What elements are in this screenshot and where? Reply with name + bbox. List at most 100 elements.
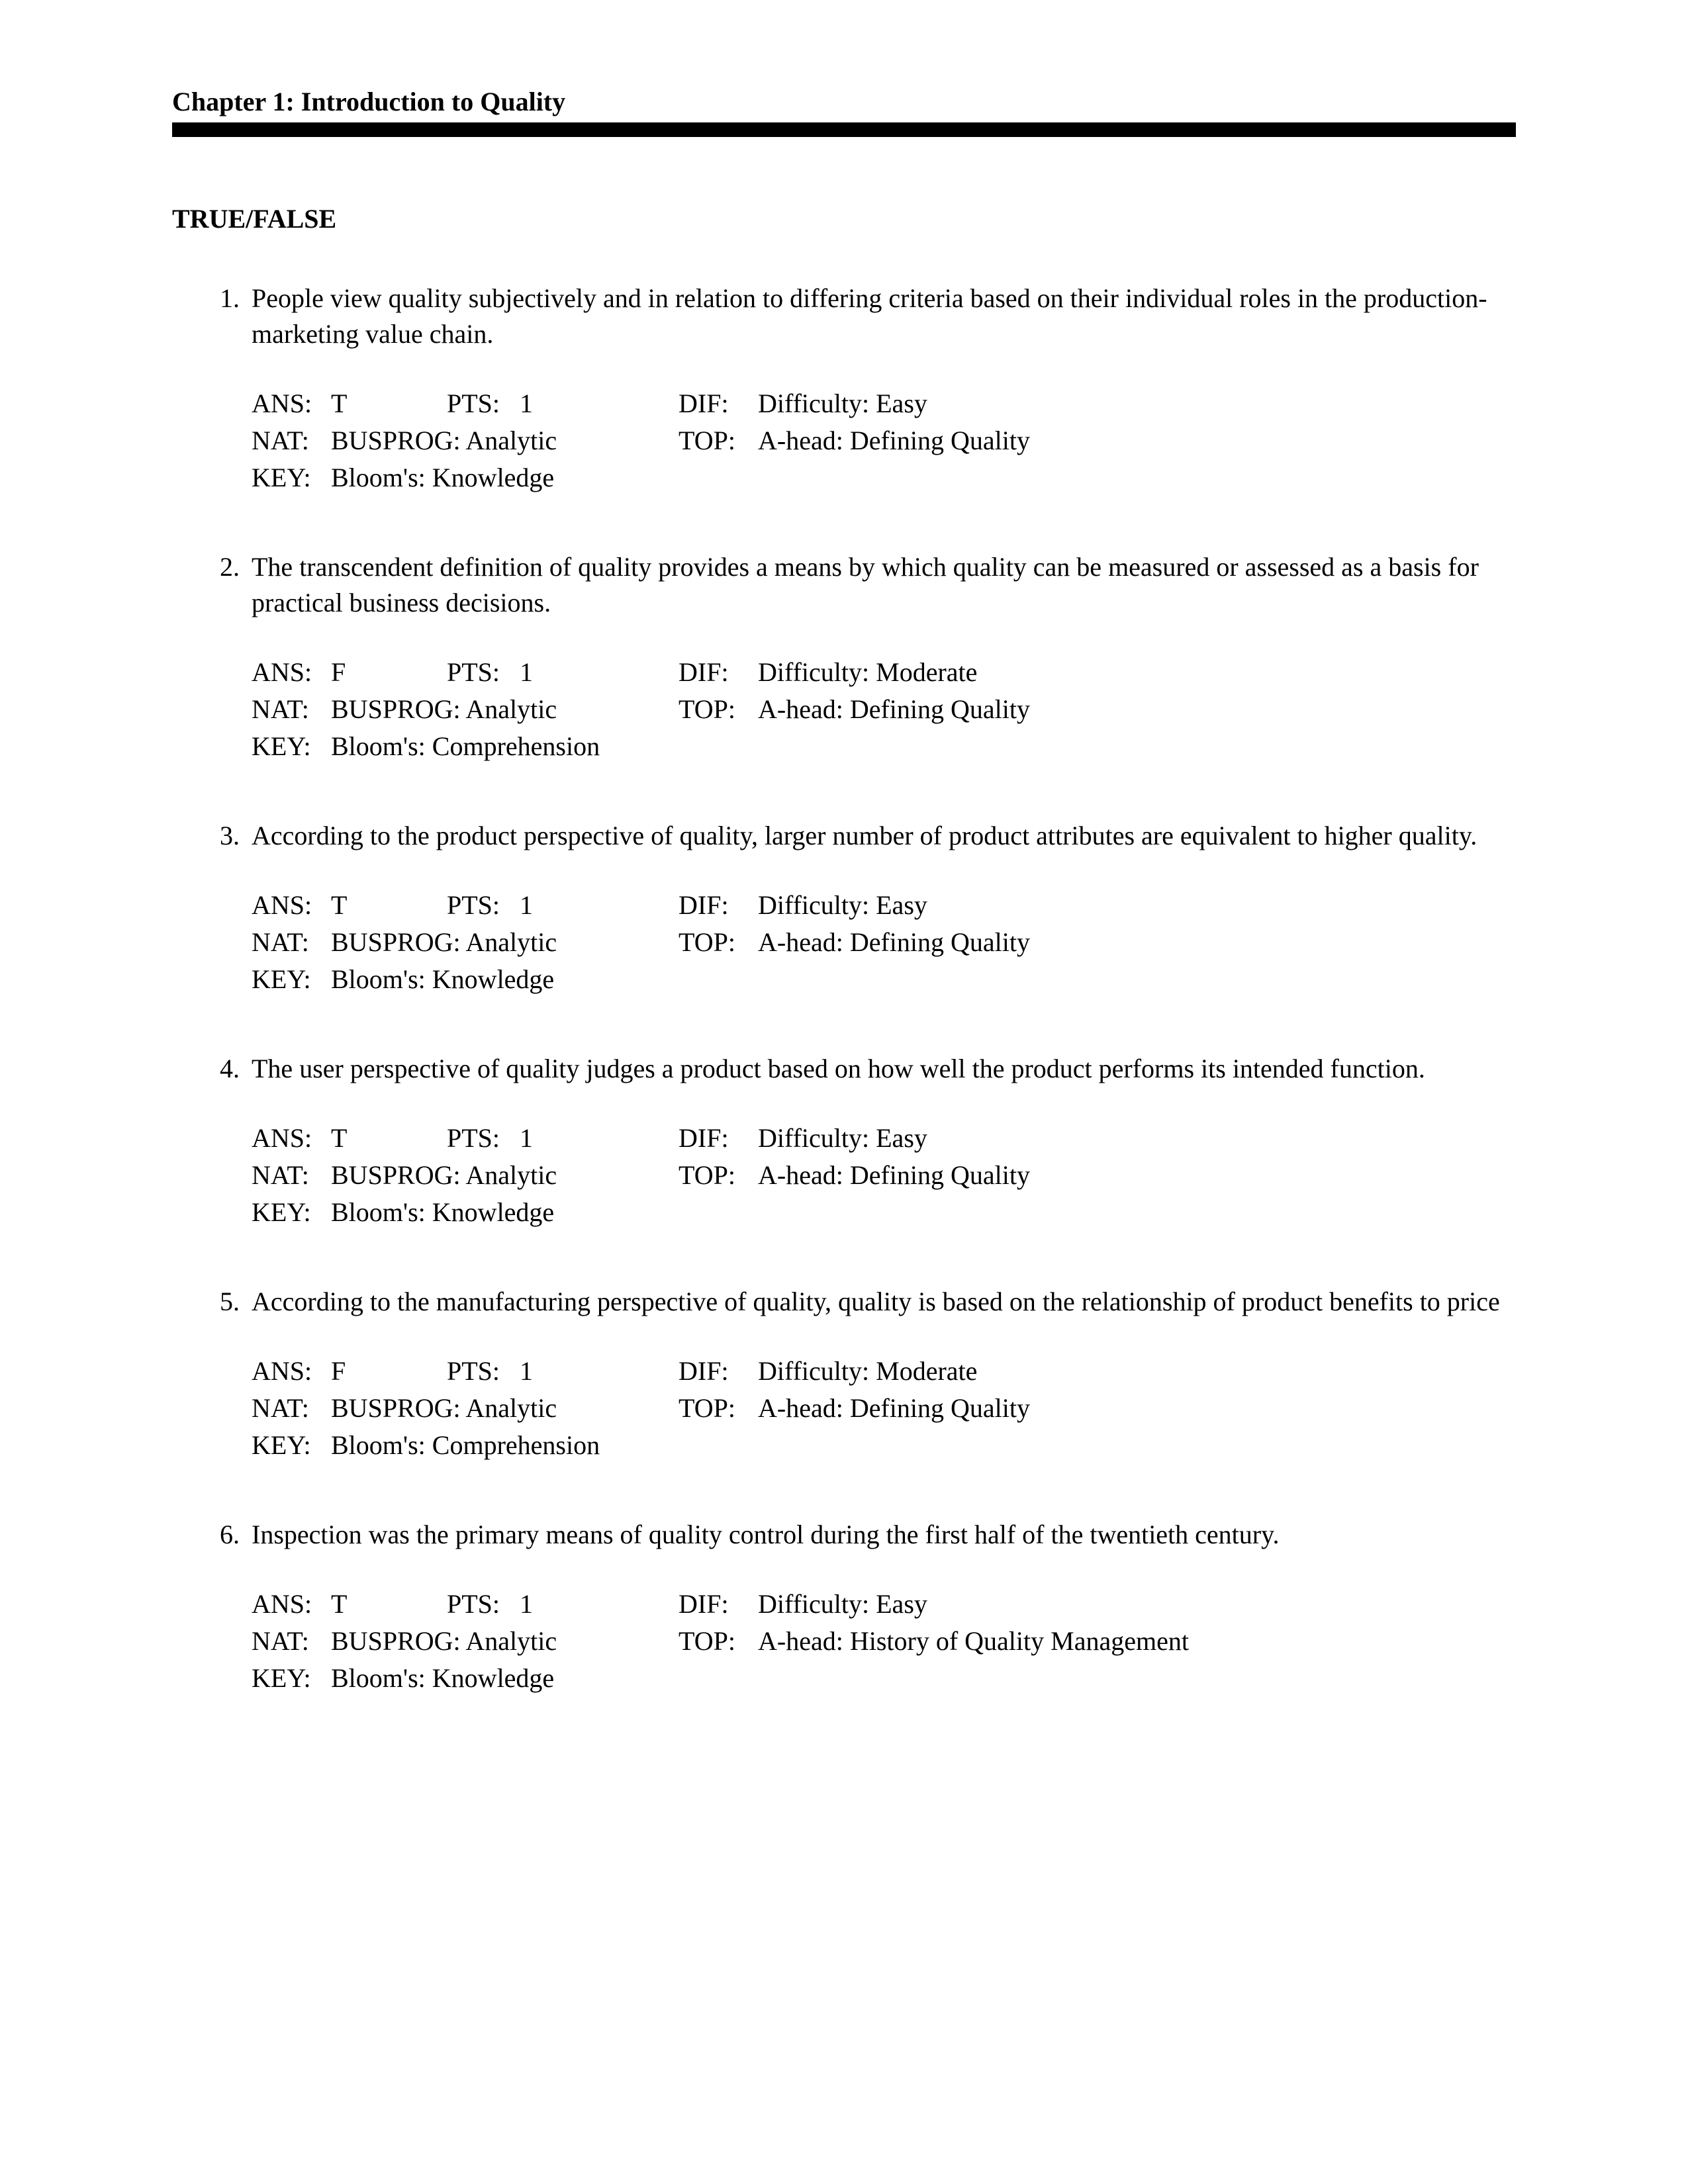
- question-item: 5. According to the manufacturing perspe…: [199, 1284, 1516, 1464]
- top-value: A-head: Defining Quality: [758, 924, 1354, 961]
- question-meta: ANS: F PTS: 1 DIF: Difficulty: Moderate …: [252, 654, 1516, 765]
- ans-value: T: [331, 1120, 447, 1157]
- dif-value: Difficulty: Easy: [758, 887, 1221, 924]
- pts-label: PTS:: [447, 887, 520, 924]
- nat-value: BUSPROG: Analytic: [331, 1623, 679, 1660]
- dif-label: DIF:: [679, 654, 758, 691]
- nat-value: BUSPROG: Analytic: [331, 1157, 679, 1194]
- top-value: A-head: Defining Quality: [758, 691, 1354, 728]
- key-value: Bloom's: Comprehension: [331, 1427, 679, 1464]
- question-number: 1.: [199, 281, 252, 316]
- pts-value: 1: [520, 1353, 679, 1390]
- pts-label: PTS:: [447, 654, 520, 691]
- pts-value: 1: [520, 385, 679, 422]
- dif-label: DIF:: [679, 1353, 758, 1390]
- pts-label: PTS:: [447, 385, 520, 422]
- question-text: The user perspective of quality judges a…: [252, 1051, 1516, 1087]
- key-value: Bloom's: Knowledge: [331, 961, 679, 998]
- ans-value: F: [331, 654, 447, 691]
- key-value: Bloom's: Knowledge: [331, 459, 679, 496]
- pts-label: PTS:: [447, 1120, 520, 1157]
- chapter-title: Chapter 1: Introduction to Quality: [172, 86, 1516, 122]
- dif-label: DIF:: [679, 385, 758, 422]
- nat-value: BUSPROG: Analytic: [331, 691, 679, 728]
- dif-label: DIF:: [679, 1586, 758, 1623]
- question-number: 3.: [199, 818, 252, 854]
- nat-value: BUSPROG: Analytic: [331, 924, 679, 961]
- key-label: KEY:: [252, 1660, 331, 1697]
- top-label: TOP:: [679, 422, 758, 459]
- ans-label: ANS:: [252, 385, 331, 422]
- nat-label: NAT:: [252, 1157, 331, 1194]
- question-text: According to the product perspective of …: [252, 818, 1516, 854]
- key-label: KEY:: [252, 459, 331, 496]
- question-number: 4.: [199, 1051, 252, 1087]
- dif-value: Difficulty: Moderate: [758, 654, 1221, 691]
- top-label: TOP:: [679, 1390, 758, 1427]
- ans-value: T: [331, 887, 447, 924]
- pts-label: PTS:: [447, 1586, 520, 1623]
- nat-label: NAT:: [252, 1390, 331, 1427]
- ans-label: ANS:: [252, 654, 331, 691]
- question-text: Inspection was the primary means of qual…: [252, 1517, 1516, 1553]
- question-item: 2. The transcendent definition of qualit…: [199, 549, 1516, 765]
- top-label: TOP:: [679, 1157, 758, 1194]
- question-text: The transcendent definition of quality p…: [252, 549, 1516, 621]
- dif-value: Difficulty: Easy: [758, 1586, 1221, 1623]
- questions-list: 1. People view quality subjectively and …: [172, 281, 1516, 1697]
- ans-label: ANS:: [252, 1586, 331, 1623]
- nat-label: NAT:: [252, 422, 331, 459]
- top-value: A-head: Defining Quality: [758, 1390, 1354, 1427]
- ans-label: ANS:: [252, 887, 331, 924]
- nat-value: BUSPROG: Analytic: [331, 1390, 679, 1427]
- question-text: According to the manufacturing perspecti…: [252, 1284, 1516, 1320]
- ans-label: ANS:: [252, 1120, 331, 1157]
- question-meta: ANS: T PTS: 1 DIF: Difficulty: Easy NAT:…: [252, 887, 1516, 998]
- question-number: 6.: [199, 1517, 252, 1553]
- pts-value: 1: [520, 1586, 679, 1623]
- dif-value: Difficulty: Easy: [758, 1120, 1221, 1157]
- key-value: Bloom's: Knowledge: [331, 1660, 679, 1697]
- nat-label: NAT:: [252, 1623, 331, 1660]
- question-meta: ANS: T PTS: 1 DIF: Difficulty: Easy NAT:…: [252, 1586, 1516, 1697]
- section-title: TRUE/FALSE: [172, 203, 1516, 234]
- key-value: Bloom's: Knowledge: [331, 1194, 679, 1231]
- dif-value: Difficulty: Easy: [758, 385, 1221, 422]
- nat-label: NAT:: [252, 691, 331, 728]
- dif-label: DIF:: [679, 1120, 758, 1157]
- dif-label: DIF:: [679, 887, 758, 924]
- pts-label: PTS:: [447, 1353, 520, 1390]
- key-label: KEY:: [252, 728, 331, 765]
- nat-label: NAT:: [252, 924, 331, 961]
- question-item: 1. People view quality subjectively and …: [199, 281, 1516, 496]
- nat-value: BUSPROG: Analytic: [331, 422, 679, 459]
- question-item: 4. The user perspective of quality judge…: [199, 1051, 1516, 1231]
- key-value: Bloom's: Comprehension: [331, 728, 679, 765]
- question-number: 2.: [199, 549, 252, 585]
- key-label: KEY:: [252, 961, 331, 998]
- ans-value: T: [331, 1586, 447, 1623]
- question-item: 6. Inspection was the primary means of q…: [199, 1517, 1516, 1697]
- pts-value: 1: [520, 1120, 679, 1157]
- question-number: 5.: [199, 1284, 252, 1320]
- page: Chapter 1: Introduction to Quality TRUE/…: [0, 0, 1688, 1697]
- top-value: A-head: Defining Quality: [758, 422, 1354, 459]
- key-label: KEY:: [252, 1194, 331, 1231]
- key-label: KEY:: [252, 1427, 331, 1464]
- pts-value: 1: [520, 887, 679, 924]
- top-label: TOP:: [679, 1623, 758, 1660]
- question-meta: ANS: T PTS: 1 DIF: Difficulty: Easy NAT:…: [252, 385, 1516, 496]
- question-meta: ANS: T PTS: 1 DIF: Difficulty: Easy NAT:…: [252, 1120, 1516, 1231]
- top-value: A-head: History of Quality Management: [758, 1623, 1354, 1660]
- pts-value: 1: [520, 654, 679, 691]
- ans-label: ANS:: [252, 1353, 331, 1390]
- top-label: TOP:: [679, 924, 758, 961]
- header-rule: [172, 122, 1516, 137]
- top-value: A-head: Defining Quality: [758, 1157, 1354, 1194]
- question-text: People view quality subjectively and in …: [252, 281, 1516, 352]
- ans-value: T: [331, 385, 447, 422]
- dif-value: Difficulty: Moderate: [758, 1353, 1221, 1390]
- top-label: TOP:: [679, 691, 758, 728]
- question-item: 3. According to the product perspective …: [199, 818, 1516, 998]
- ans-value: F: [331, 1353, 447, 1390]
